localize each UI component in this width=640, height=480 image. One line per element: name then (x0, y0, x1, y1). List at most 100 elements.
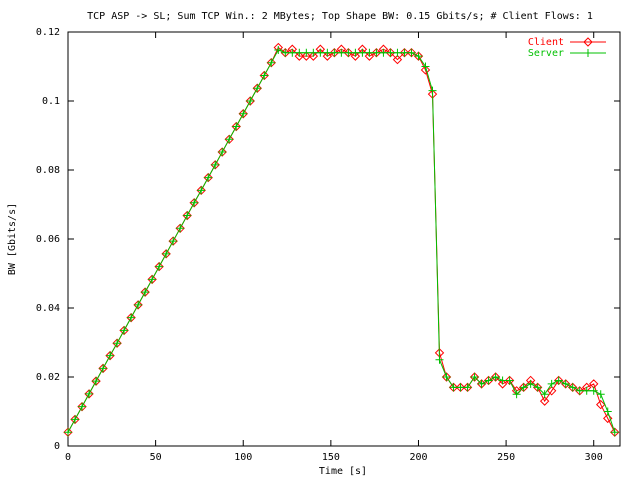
point (358, 48, 367, 57)
point (253, 84, 262, 93)
point (113, 339, 122, 348)
point (190, 198, 199, 207)
point (183, 211, 192, 220)
point (512, 390, 521, 399)
point (554, 376, 563, 385)
point (308, 51, 319, 61)
x-tick-label: 250 (497, 452, 515, 463)
point (603, 413, 613, 424)
x-tick-label: 150 (322, 452, 340, 463)
point (539, 396, 550, 406)
point (78, 402, 87, 411)
point (239, 109, 248, 118)
x-tick-label: 0 (65, 452, 71, 463)
point (85, 389, 94, 398)
point (546, 386, 557, 396)
point (519, 383, 528, 392)
point (176, 224, 185, 233)
point (372, 48, 381, 57)
x-tick-label: 300 (585, 452, 603, 463)
point (582, 386, 591, 395)
point (344, 48, 353, 57)
point (134, 300, 143, 309)
y-tick-label: 0.12 (36, 27, 60, 38)
point (428, 86, 437, 95)
point (99, 364, 108, 373)
point (392, 54, 403, 65)
point (596, 399, 606, 410)
point (610, 428, 619, 437)
point (71, 415, 80, 424)
chart-title: TCP ASP -> SL; Sum TCP Win.: 2 MBytes; T… (87, 11, 593, 22)
point (330, 48, 339, 57)
y-tick-label: 0.1 (42, 96, 60, 107)
point (267, 58, 276, 67)
point (218, 148, 227, 157)
point (393, 48, 402, 57)
point (589, 386, 598, 395)
point (414, 52, 423, 61)
point (309, 48, 318, 57)
point (211, 160, 220, 169)
point (400, 48, 409, 57)
point (350, 51, 361, 61)
point (141, 288, 150, 297)
y-tick-label: 0.08 (36, 165, 60, 176)
point (463, 383, 472, 392)
point (421, 62, 430, 71)
point (526, 379, 535, 388)
point (288, 48, 297, 57)
legend-marker (584, 49, 592, 57)
point (497, 379, 508, 389)
point (379, 48, 388, 57)
point (442, 373, 451, 381)
point (449, 383, 458, 392)
point (484, 376, 493, 385)
point (386, 48, 395, 57)
y-axis-label: BW [Gbits/s] (7, 203, 18, 275)
point (533, 383, 542, 392)
point (365, 48, 374, 57)
legend-marker (583, 37, 593, 47)
point (351, 48, 360, 57)
point (407, 48, 416, 57)
point (568, 383, 577, 392)
point (169, 237, 178, 246)
point (316, 48, 325, 57)
point (420, 65, 431, 75)
point (337, 48, 346, 57)
point (106, 351, 115, 360)
point (435, 355, 444, 364)
point (491, 373, 500, 381)
point (274, 45, 283, 54)
y-tick-label: 0.06 (36, 234, 60, 245)
x-tick-label: 50 (150, 452, 162, 463)
point (498, 376, 507, 385)
x-tick-label: 100 (234, 452, 252, 463)
point (64, 428, 72, 437)
point (596, 390, 605, 399)
point (322, 51, 333, 61)
point (127, 313, 136, 322)
point (155, 262, 164, 271)
point (456, 383, 465, 392)
point (120, 326, 129, 335)
x-axis-label: Time [s] (319, 466, 367, 477)
point (477, 379, 486, 388)
point (470, 373, 479, 381)
point (148, 275, 157, 284)
point (301, 51, 312, 61)
point (561, 379, 570, 388)
point (540, 390, 549, 399)
x-tick-label: 200 (409, 452, 427, 463)
point (92, 377, 101, 386)
point (323, 48, 332, 57)
point (603, 407, 612, 416)
point (294, 51, 305, 61)
point (225, 135, 234, 144)
point (281, 48, 290, 57)
point (295, 48, 304, 57)
point (197, 186, 206, 195)
